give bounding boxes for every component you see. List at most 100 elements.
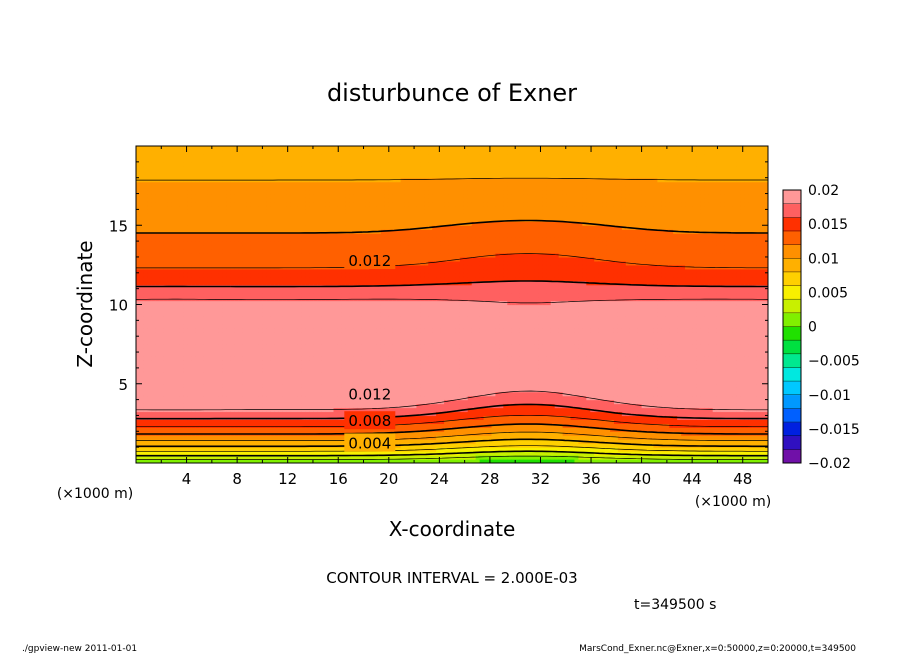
field-cell: [380, 316, 386, 321]
field-cell: [226, 348, 232, 353]
field-cell: [309, 411, 315, 417]
field-cell: [282, 371, 287, 377]
field-cell: [183, 336, 188, 341]
field-cell: [294, 375, 299, 381]
field-cell: [179, 173, 184, 179]
field-cell: [353, 233, 358, 238]
field-cell: [258, 300, 263, 306]
field-cell: [282, 451, 287, 456]
field-cell: [286, 213, 291, 218]
field-cell: [329, 363, 335, 369]
field-cell: [258, 276, 263, 282]
field-cell: [147, 356, 153, 361]
field-cell: [246, 439, 252, 444]
field-cell: [286, 197, 291, 203]
field-cell: [136, 308, 141, 314]
field-cell: [321, 451, 327, 456]
field-cell: [349, 288, 354, 294]
field-cell: [242, 249, 248, 254]
field-cell: [258, 395, 263, 401]
field-cell: [297, 209, 303, 214]
field-cell: [290, 383, 295, 389]
field-cell: [246, 205, 252, 210]
field-cell: [294, 419, 299, 424]
field-cell: [230, 245, 236, 250]
field-cell: [191, 233, 196, 238]
field-cell: [329, 356, 335, 361]
field-cell: [163, 415, 169, 421]
field-cell: [167, 288, 173, 294]
field-cell: [215, 268, 220, 274]
field-cell: [234, 308, 240, 314]
field-cell: [321, 209, 327, 214]
field-cell: [254, 383, 260, 389]
field-cell: [226, 411, 232, 417]
field-cell: [313, 197, 319, 203]
field-cell: [365, 153, 370, 159]
field-cell: [380, 427, 386, 432]
field-cell: [199, 415, 204, 421]
field-cell: [305, 332, 311, 337]
field-cell: [286, 332, 291, 337]
field-cell: [230, 363, 236, 369]
field-cell: [274, 221, 279, 226]
field-cell: [262, 225, 267, 230]
field-cell: [286, 359, 291, 365]
field-cell: [230, 272, 236, 278]
field-cell: [187, 383, 192, 389]
field-cell: [270, 256, 275, 262]
field-cell: [250, 276, 256, 282]
field-cell: [337, 153, 342, 159]
field-cell: [175, 399, 181, 405]
field-cell: [290, 268, 295, 274]
field-cell: [242, 320, 248, 325]
field-cell: [254, 320, 260, 325]
field-cell: [159, 165, 165, 171]
field-cell: [211, 189, 216, 195]
field-cell: [230, 260, 236, 266]
field-cell: [337, 225, 342, 230]
field-cell: [218, 292, 224, 298]
field-cell: [290, 225, 295, 230]
field-cell: [266, 185, 271, 191]
field-cell: [365, 455, 370, 460]
field-cell: [365, 221, 370, 226]
field-cell: [309, 332, 315, 337]
field-cell: [139, 455, 145, 460]
field-cell: [139, 300, 145, 306]
field-cell: [211, 411, 216, 417]
field-cell: [349, 356, 354, 361]
field-cell: [373, 185, 378, 191]
field-cell: [179, 288, 184, 294]
field-cell: [203, 316, 208, 321]
field-cell: [147, 455, 153, 460]
field-cell: [191, 153, 196, 159]
field-cell: [317, 292, 323, 298]
field-cell: [274, 300, 279, 306]
field-cell: [321, 153, 327, 159]
field-cell: [262, 391, 267, 397]
field-cell: [151, 185, 157, 191]
field-cell: [163, 348, 169, 353]
field-cell: [325, 229, 331, 234]
field-cell: [297, 375, 303, 381]
field-cell: [171, 217, 177, 222]
field-cell: [155, 383, 161, 389]
field-cell: [222, 344, 228, 349]
field-cell: [297, 379, 303, 385]
field-cell: [286, 344, 291, 349]
field-cell: [226, 395, 232, 401]
field-cell: [175, 252, 181, 258]
field-cell: [357, 280, 362, 286]
field-cell: [151, 146, 157, 151]
field-cell: [365, 268, 370, 274]
field-cell: [238, 403, 244, 409]
field-cell: [329, 324, 335, 329]
field-cell: [282, 249, 287, 254]
field-cell: [301, 146, 307, 151]
field-cell: [345, 225, 350, 230]
field-cell: [199, 359, 204, 365]
field-cell: [309, 146, 315, 151]
field-cell: [353, 189, 358, 195]
field-cell: [380, 359, 386, 365]
